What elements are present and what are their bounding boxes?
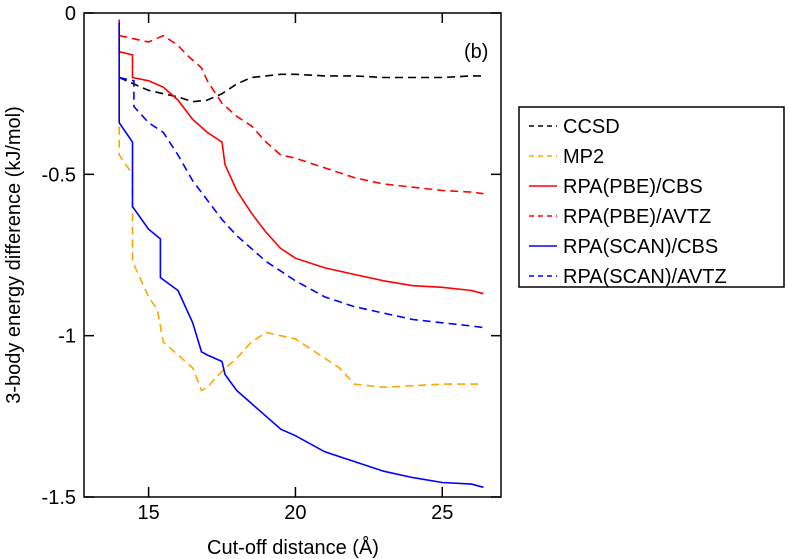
legend: CCSD MP2 RPA(PBE)/CBS RPA(PBE)/AVTZ RPA(SCAN… xyxy=(518,106,785,288)
legend-items: CCSD MP2 RPA(PBE)/CBS RPA(PBE)/AVTZ RPA(SCAN… xyxy=(529,116,727,288)
series-layer xyxy=(118,19,484,489)
tick-layer: 15 20 25 0 -0.5 -1 -1.5 xyxy=(42,3,501,524)
legend-label-2: RPA(PBE)/CBS xyxy=(563,176,703,198)
legend-label-0: CCSD xyxy=(563,116,620,138)
y-tick-label: -1 xyxy=(58,326,76,348)
panel-label: (b) xyxy=(464,41,488,63)
x-axis-title: Cut-off distance (Å) xyxy=(207,536,379,559)
x-tick-label: 25 xyxy=(431,502,453,524)
x-tick-label: 20 xyxy=(284,502,306,524)
legend-frame xyxy=(518,106,785,288)
y-tick-label: 0 xyxy=(65,3,76,25)
y-tick-label: -0.5 xyxy=(42,164,76,186)
plot-frame xyxy=(83,12,502,498)
y-axis-title: 3-body energy difference (kJ/mol) xyxy=(3,106,25,404)
legend-label-5: RPA(SCAN)/AVTZ xyxy=(563,266,727,288)
series-line-2 xyxy=(118,19,484,295)
series-line-4 xyxy=(118,22,484,489)
legend-label-1: MP2 xyxy=(563,146,604,168)
series-line-5 xyxy=(119,76,484,329)
y-tick-label: -1.5 xyxy=(42,487,76,509)
series-line-0 xyxy=(118,73,484,103)
series-line-3 xyxy=(119,34,484,195)
legend-label-3: RPA(PBE)/AVTZ xyxy=(563,206,711,228)
legend-label-4: RPA(SCAN)/CBS xyxy=(563,236,718,258)
x-tick-label: 15 xyxy=(137,502,159,524)
